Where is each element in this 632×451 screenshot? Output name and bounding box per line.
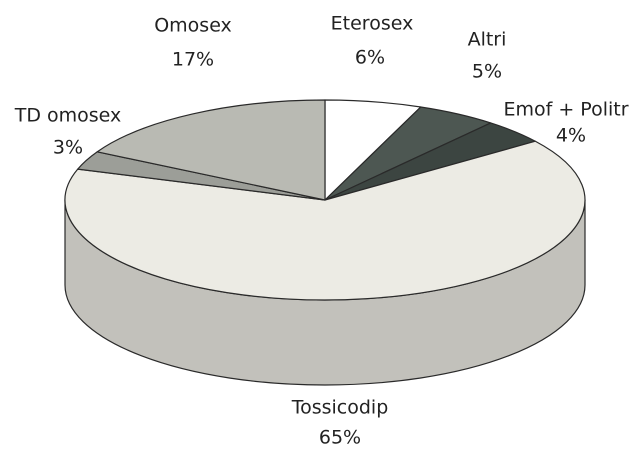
slice-value-label: 65%: [319, 427, 361, 449]
slice: [64, 140, 586, 301]
slice-label: Omosex: [154, 15, 232, 37]
slice: [96, 99, 326, 201]
slice-label: Eterosex: [331, 13, 414, 35]
slice-value-label: 6%: [355, 47, 385, 69]
slice-value-label: 3%: [53, 137, 83, 159]
slice-label: TD omosex: [14, 105, 122, 127]
slice-label: Tossicodip: [291, 397, 389, 419]
slice-label: Altri: [468, 29, 507, 51]
slice-value-label: 17%: [172, 49, 214, 71]
slice-label: Emof + Politr: [503, 99, 628, 121]
slice-value-label: 5%: [472, 61, 502, 83]
slice-value-label: 4%: [556, 125, 586, 147]
